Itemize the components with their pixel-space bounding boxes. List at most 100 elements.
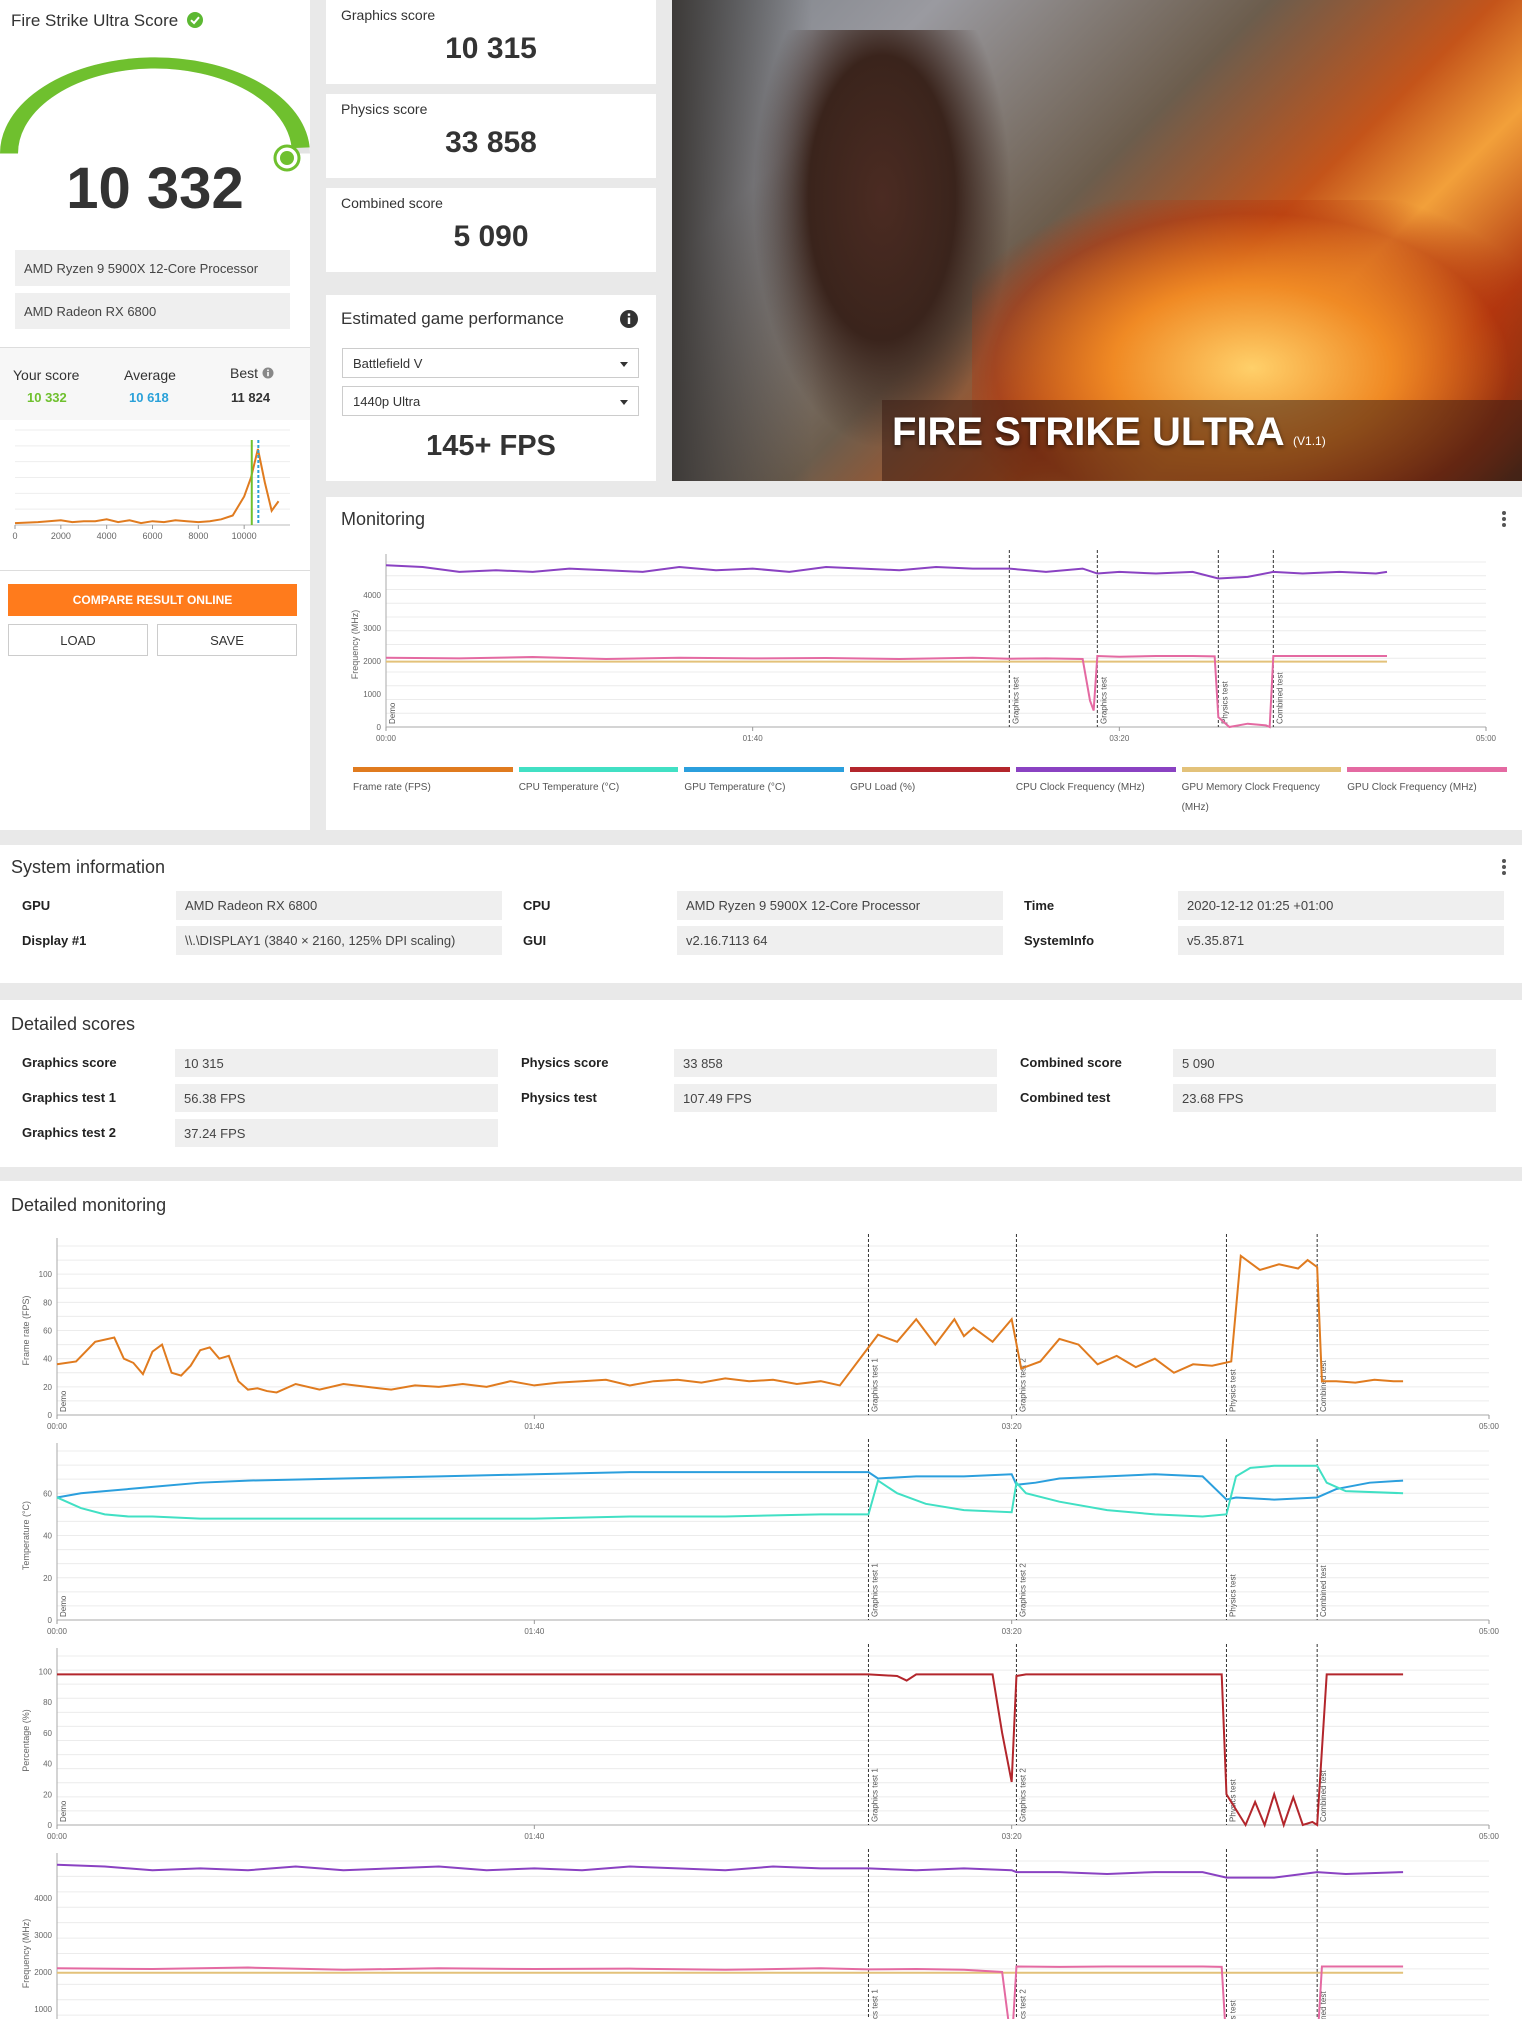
legend-swatch [518, 767, 679, 772]
score-distribution-chart: 0 2000 4000 6000 8000 10000 [12, 429, 290, 541]
test-marker-label: Graphics test [1099, 676, 1108, 724]
divider [0, 347, 310, 348]
test-marker-label: Graphics test 2 [1018, 1989, 1027, 2019]
legend-item[interactable]: CPU Temperature (°C) [518, 767, 679, 798]
y-tick-label: 2000 [34, 1968, 52, 1977]
x-tick-label: 01:40 [743, 734, 764, 743]
x-tick-label: 03:20 [1109, 734, 1130, 743]
physics-test-value: 107.49 FPS [674, 1084, 997, 1112]
combined-test-label: Combined test [1020, 1090, 1111, 1105]
info-icon[interactable] [262, 367, 274, 379]
series-line [56, 1863, 1404, 1879]
estimated-game-performance-panel: Estimated game performance Battlefield V… [326, 295, 656, 481]
x-tick-label: 03:20 [1002, 1422, 1023, 1431]
legend-swatch [1181, 767, 1342, 772]
chevron-down-icon [620, 400, 628, 405]
estimated-title: Estimated game performance [341, 309, 564, 328]
test-marker-label: Physics test [1228, 2000, 1237, 2019]
graphics-test-1-label: Graphics test 1 [22, 1090, 116, 1105]
series-line [56, 1464, 1404, 1520]
chevron-down-icon [620, 362, 628, 367]
legend-item[interactable]: GPU Temperature (°C) [684, 767, 845, 798]
physics-score-card: Physics score 33 858 [326, 94, 656, 178]
x-tick-label: 10000 [232, 531, 257, 541]
detailed-monitoring-section: Detailed monitoring 0 20 40 60 80 100 00:00 01:… [0, 1181, 1522, 2019]
combined-score-card: Combined score 5 090 [326, 188, 656, 272]
gpu-load-chart: 0 20 40 60 80 100 00:00 01:40 03:20 05:00 Percenta… [21, 1644, 1500, 1841]
series-line [385, 564, 1388, 580]
x-tick-label: 2000 [51, 531, 71, 541]
score-title-text: Fire Strike Ultra Score [11, 11, 179, 30]
series-line [56, 1253, 1404, 1394]
info-icon[interactable] [619, 309, 639, 329]
load-button[interactable]: LOAD [8, 624, 148, 656]
legend-swatch [353, 767, 513, 772]
y-tick-label: 0 [377, 723, 382, 732]
score-stats-row [0, 348, 310, 420]
test-marker-label: Demo [59, 1390, 68, 1412]
gpu-label: GPU [22, 898, 51, 913]
your-score-label: Your score [13, 367, 80, 383]
series-line [56, 1471, 1404, 1501]
fire-strike-ultra-banner: FIRE STRIKE ULTRA (V1.1) [672, 0, 1522, 481]
test-marker-label: Graphics test 2 [1018, 1358, 1027, 1412]
legend-swatch [684, 767, 845, 772]
combined-test-value: 23.68 FPS [1173, 1084, 1496, 1112]
y-tick-label: 40 [43, 1760, 52, 1769]
legend-label: GPU Temperature (°C) [684, 782, 786, 793]
x-tick-label: 00:00 [376, 734, 397, 743]
y-axis-label: Frame rate (FPS) [21, 1295, 31, 1365]
series-line [385, 655, 1387, 729]
x-tick-label: 05:00 [1479, 1422, 1500, 1431]
y-tick-label: 60 [43, 1489, 52, 1498]
y-tick-label: 60 [43, 1327, 52, 1336]
y-axis-label: Frequency (MHz) [21, 1919, 31, 1989]
your-score-value: 10 332 [27, 390, 67, 405]
y-tick-label: 100 [39, 1270, 53, 1279]
legend-item[interactable]: GPU Memory Clock Frequency (MHz) [1181, 767, 1342, 818]
more-options-icon[interactable] [1502, 511, 1506, 529]
test-marker-label: Graphics test 2 [1018, 1768, 1027, 1822]
frame-rate-chart: 0 20 40 60 80 100 00:00 01:40 03:20 05:00 Frame ra… [21, 1234, 1500, 1431]
system-information-section: System information GPU AMD Radeon RX 680… [0, 845, 1522, 983]
monitoring-title: Monitoring [341, 509, 426, 529]
time-value: 2020-12-12 01:25 +01:00 [1178, 891, 1504, 920]
test-marker-label: Physics test [1220, 681, 1229, 724]
x-tick-label: 03:20 [1002, 1627, 1023, 1636]
y-tick-label: 20 [43, 1574, 52, 1583]
display-label: Display #1 [22, 933, 87, 948]
legend-item[interactable]: Frame rate (FPS) [353, 767, 513, 798]
test-marker-label: Demo [59, 1800, 68, 1822]
legend-item[interactable]: GPU Load (%) [850, 767, 1010, 798]
x-tick-label: 6000 [142, 531, 162, 541]
y-tick-label: 3000 [34, 1931, 52, 1940]
y-tick-label: 1000 [363, 690, 381, 699]
legend-item[interactable]: GPU Clock Frequency (MHz) [1347, 767, 1507, 798]
graphics-score-label: Graphics score [341, 7, 436, 23]
save-button[interactable]: SAVE [157, 624, 297, 656]
divider [0, 570, 310, 571]
y-tick-label: 80 [43, 1298, 52, 1307]
compare-result-online-button[interactable]: COMPARE RESULT ONLINE [8, 584, 297, 616]
game-select[interactable]: Battlefield V [342, 348, 639, 378]
legend-label: CPU Clock Frequency (MHz) [1015, 782, 1145, 793]
x-tick-label: 03:20 [1002, 1832, 1023, 1841]
more-options-icon[interactable] [1502, 859, 1506, 877]
legend-swatch [850, 767, 1010, 772]
graphics-test-2-label: Graphics test 2 [22, 1125, 116, 1140]
check-circle-icon [186, 12, 203, 28]
x-tick-label: 4000 [97, 531, 117, 541]
test-marker-label: Combined test [1319, 1991, 1328, 2019]
best-value: 11 824 [231, 390, 271, 405]
y-tick-label: 60 [43, 1729, 52, 1738]
cpu-value: AMD Ryzen 9 5900X 12-Core Processor [677, 891, 1003, 920]
x-tick-label: 0 [12, 531, 17, 541]
y-tick-label: 0 [48, 1821, 53, 1830]
preset-select[interactable]: 1440p Ultra [342, 386, 639, 416]
x-tick-label: 8000 [188, 531, 208, 541]
legend-item[interactable]: CPU Clock Frequency (MHz) [1015, 767, 1176, 798]
graphics-test-2-value: 37.24 FPS [175, 1119, 498, 1147]
monitoring-panel: Monitoring 0 1000 2000 3000 4000 00:00 01:40 03… [326, 497, 1522, 830]
graphics-score-value: 10 315 [175, 1049, 498, 1077]
y-tick-label: 2000 [363, 657, 381, 666]
